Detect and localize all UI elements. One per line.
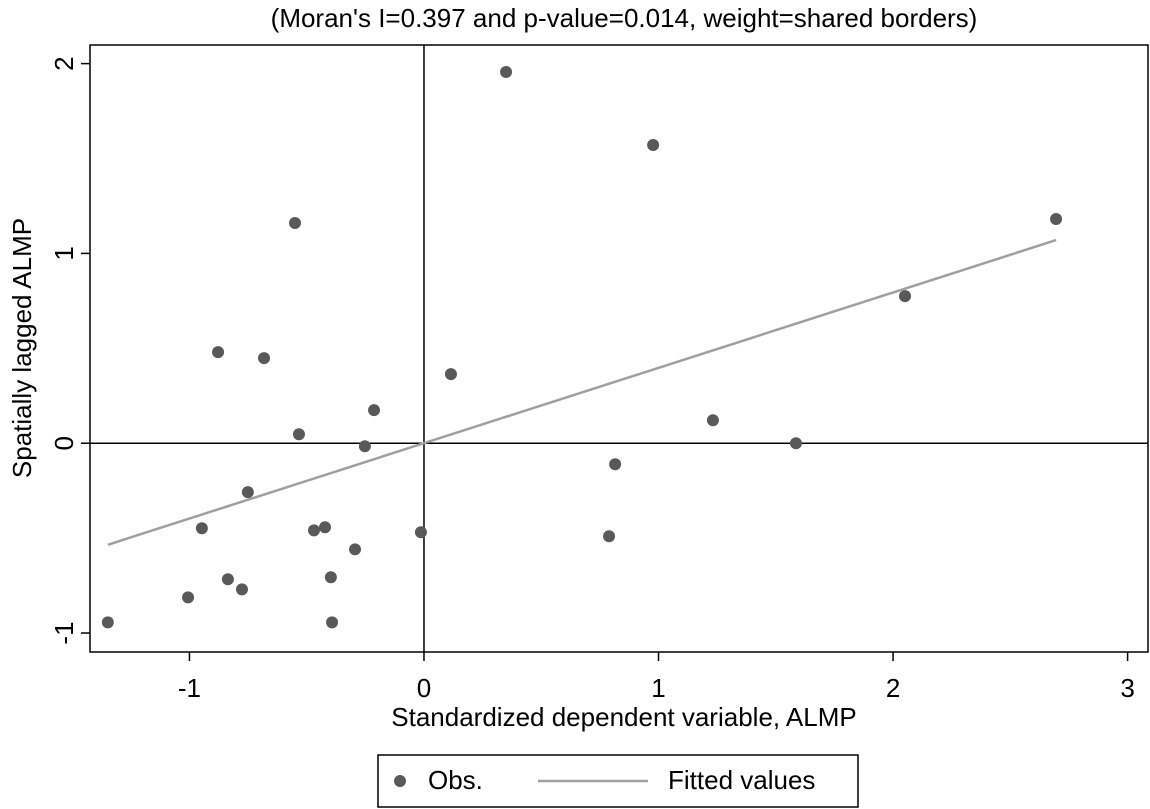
point xyxy=(349,543,362,556)
x-axis-label: Standardized dependent variable, ALMP xyxy=(391,702,856,732)
x-tick-label: 0 xyxy=(417,673,431,703)
point xyxy=(899,290,912,303)
x-tick-label: 1 xyxy=(651,673,665,703)
point xyxy=(241,486,254,499)
point xyxy=(195,522,208,535)
point xyxy=(326,616,339,629)
point xyxy=(324,571,337,584)
x-tick-label: 3 xyxy=(1120,673,1134,703)
legend-label: Fitted values xyxy=(668,765,815,795)
y-tick-label: -1 xyxy=(49,621,79,644)
fit-line xyxy=(107,238,1057,546)
legend-symbol xyxy=(394,775,406,787)
point xyxy=(235,583,248,596)
point xyxy=(358,440,371,453)
y-tick-label: 2 xyxy=(49,56,79,70)
point xyxy=(500,65,513,78)
point xyxy=(307,524,320,537)
y-tick-label: 1 xyxy=(49,246,79,260)
plot-frame xyxy=(89,44,1149,653)
y-tick-label: 0 xyxy=(49,436,79,450)
point xyxy=(319,521,332,534)
point xyxy=(444,368,457,381)
point xyxy=(1050,213,1063,226)
point xyxy=(368,404,381,417)
point xyxy=(647,139,660,152)
point xyxy=(182,591,195,604)
point xyxy=(221,573,234,586)
point xyxy=(292,428,305,441)
point xyxy=(706,414,719,427)
point xyxy=(603,530,616,543)
point xyxy=(789,437,802,450)
point xyxy=(288,217,301,230)
chart-title: (Moran's I=0.397 and p-value=0.014, weig… xyxy=(271,3,978,33)
point xyxy=(258,352,271,365)
point xyxy=(101,616,114,629)
legend-label: Obs. xyxy=(428,765,483,795)
point xyxy=(609,458,622,471)
point xyxy=(212,346,225,359)
point xyxy=(414,526,427,539)
y-axis-label: Spatially lagged ALMP xyxy=(7,218,37,478)
x-tick-label: 2 xyxy=(886,673,900,703)
x-tick-label: -1 xyxy=(178,673,201,703)
